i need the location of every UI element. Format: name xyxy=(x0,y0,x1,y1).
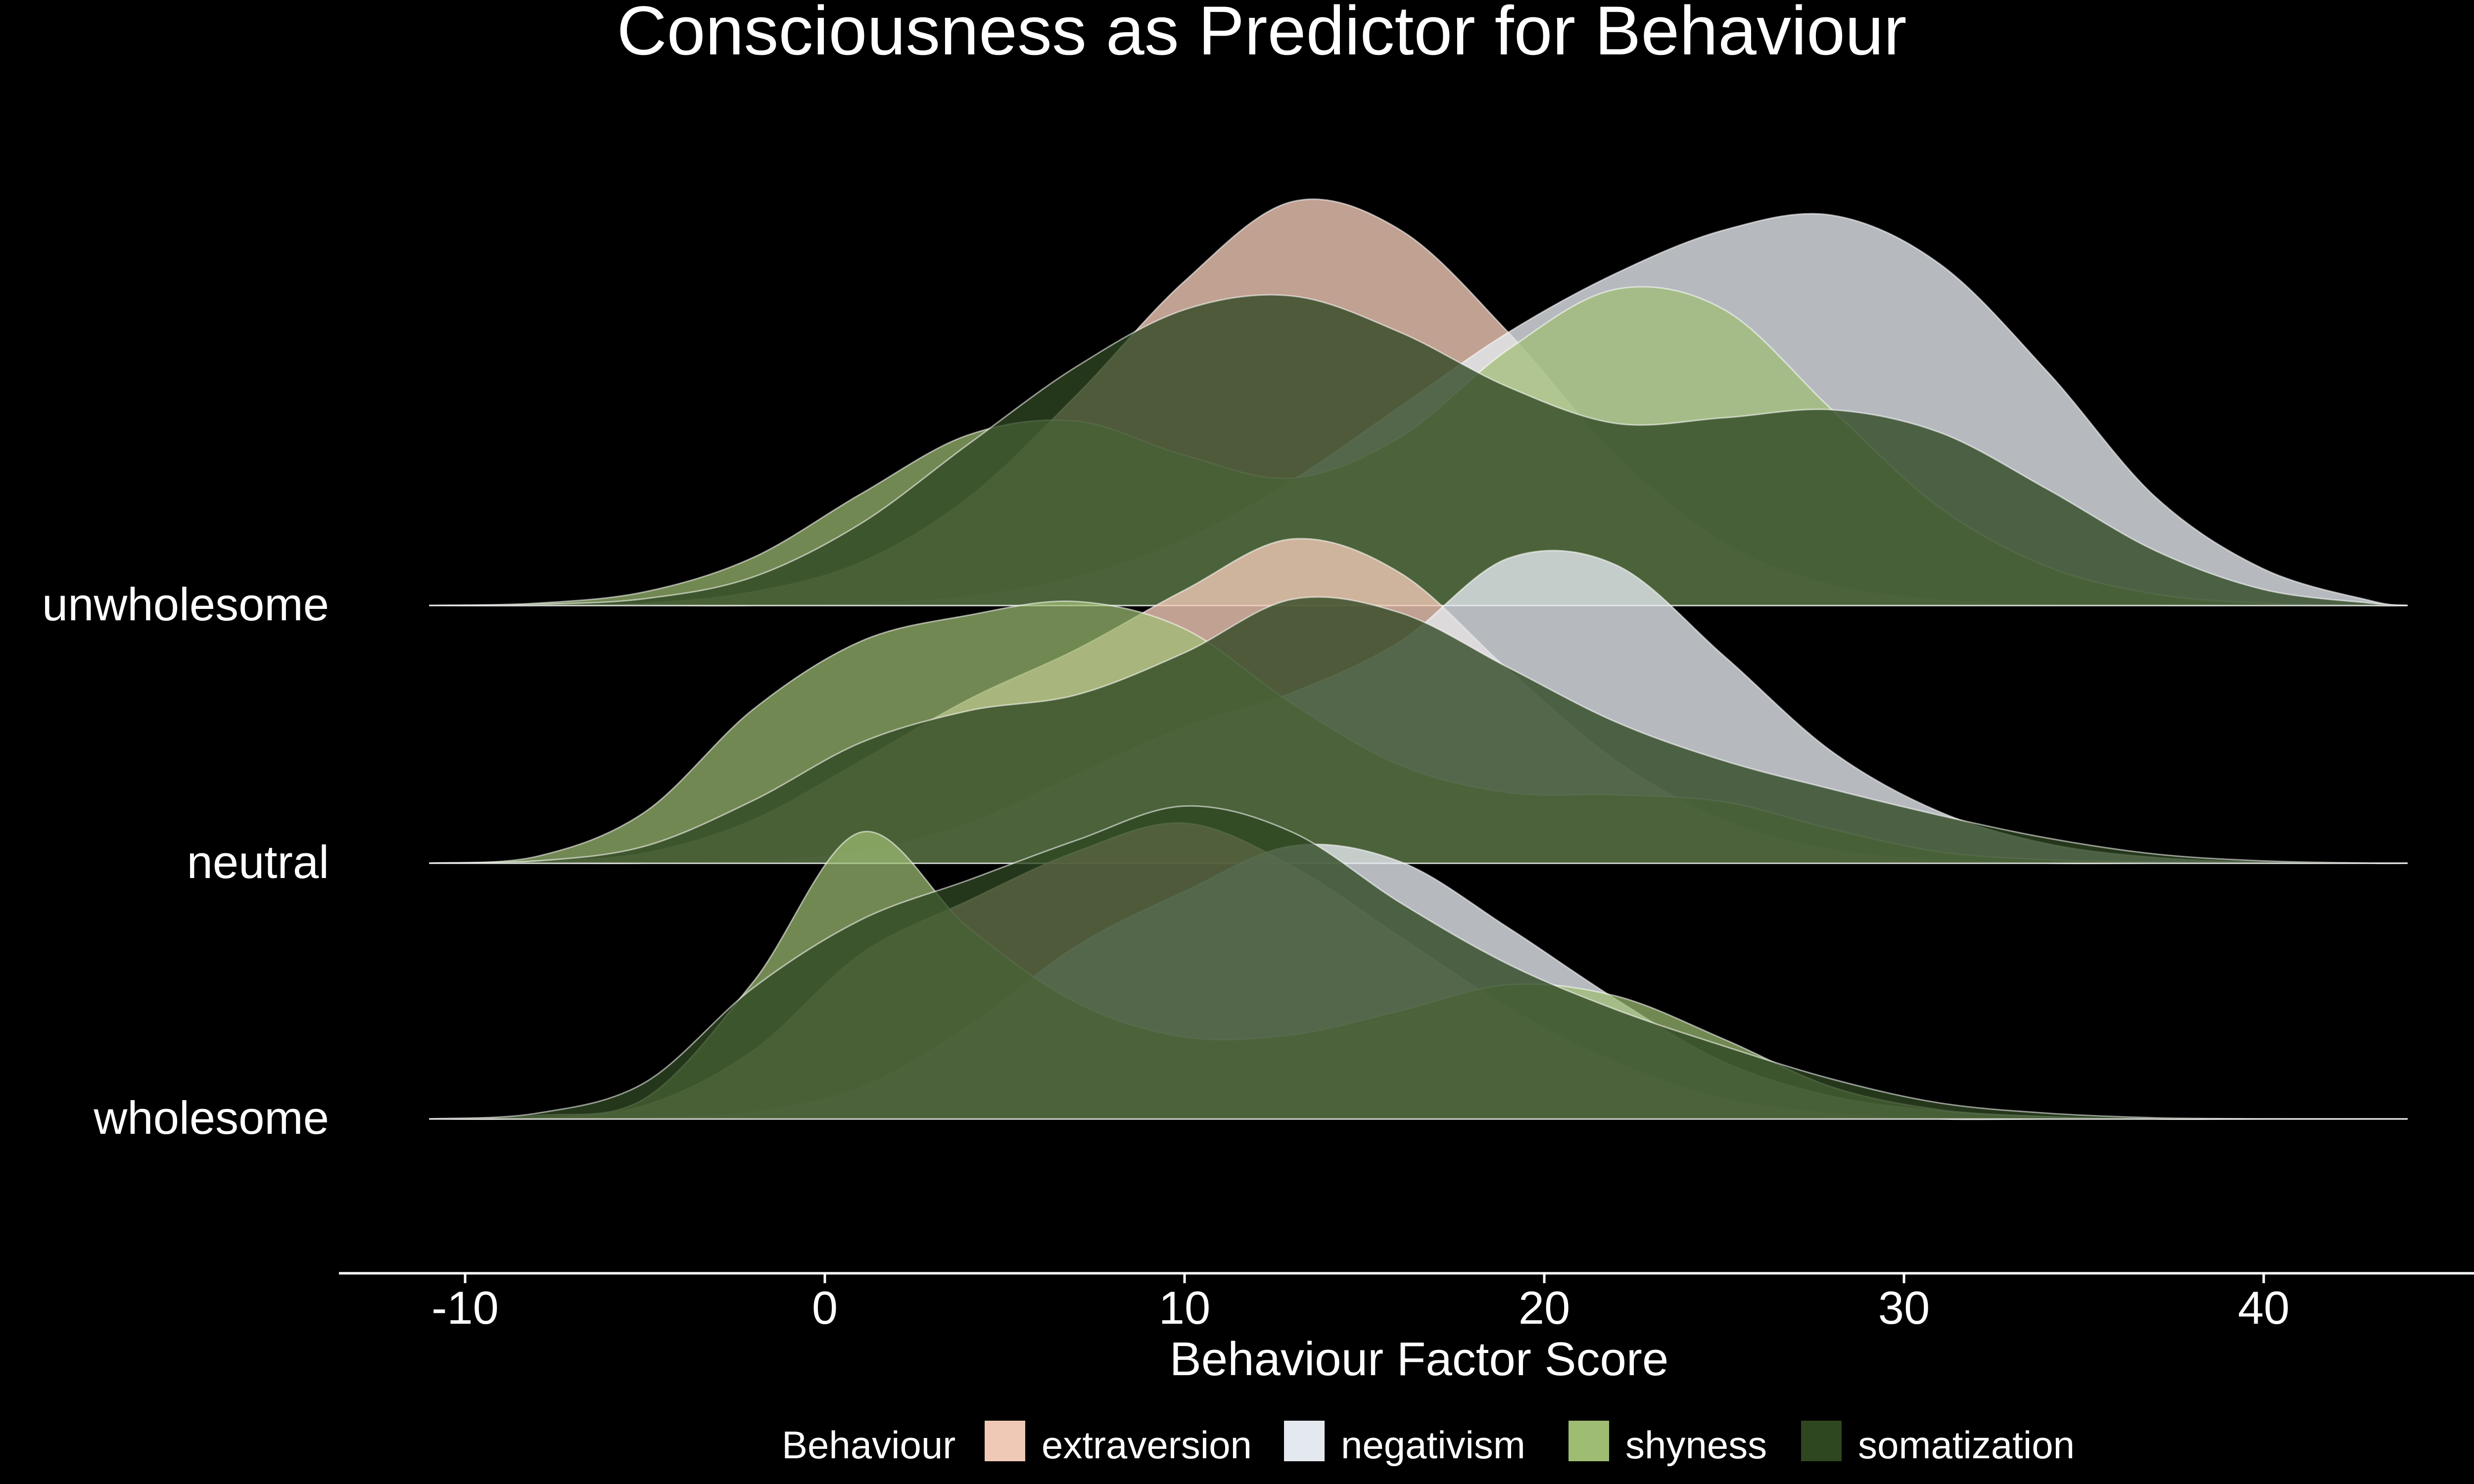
legend-swatch-extraversion xyxy=(985,1421,1025,1461)
plot-area xyxy=(429,198,2408,1120)
x-tick-label: 30 xyxy=(1878,1282,1930,1334)
y-label-wholesome: wholesome xyxy=(94,1092,329,1144)
legend-label-negativism: negativism xyxy=(1341,1423,1525,1467)
x-axis-title: Behaviour Factor Score xyxy=(1170,1333,1668,1386)
legend-label-extraversion: extraversion xyxy=(1042,1423,1252,1467)
x-axis-ticks: -10 0 10 20 30 40 xyxy=(431,1273,2289,1334)
legend-swatch-negativism xyxy=(1284,1421,1325,1461)
x-tick-label: 0 xyxy=(812,1282,838,1334)
ridge-wholesome xyxy=(429,805,2408,1120)
x-tick-label: 20 xyxy=(1519,1282,1570,1334)
x-tick-label: -10 xyxy=(431,1282,499,1334)
x-tick-label: 10 xyxy=(1159,1282,1211,1334)
legend-label-somatization: somatization xyxy=(1858,1423,2075,1467)
density-wholesome-somatization xyxy=(429,805,2408,1120)
y-label-unwholesome: unwholesome xyxy=(42,578,329,630)
legend-swatch-shyness xyxy=(1569,1421,1609,1461)
legend: Behaviour extraversion negativism shyness s… xyxy=(782,1421,2075,1467)
x-tick-label: 40 xyxy=(2238,1282,2290,1334)
ridge-neutral xyxy=(429,538,2408,865)
chart-title: Consciousness as Predictor for Behaviour xyxy=(617,0,1907,69)
density-unwholesome-somatization xyxy=(429,294,2408,606)
y-axis-labels: unwholesome neutral wholesome xyxy=(42,578,329,1144)
legend-title: Behaviour xyxy=(782,1423,955,1467)
ridge-unwholesome xyxy=(429,198,2408,606)
y-label-neutral: neutral xyxy=(187,836,329,888)
legend-label-shyness: shyness xyxy=(1625,1423,1767,1467)
legend-items: extraversion negativism shyness somatizatio… xyxy=(985,1421,2075,1467)
legend-swatch-somatization xyxy=(1801,1421,1842,1461)
density-neutral-somatization xyxy=(429,596,2408,864)
